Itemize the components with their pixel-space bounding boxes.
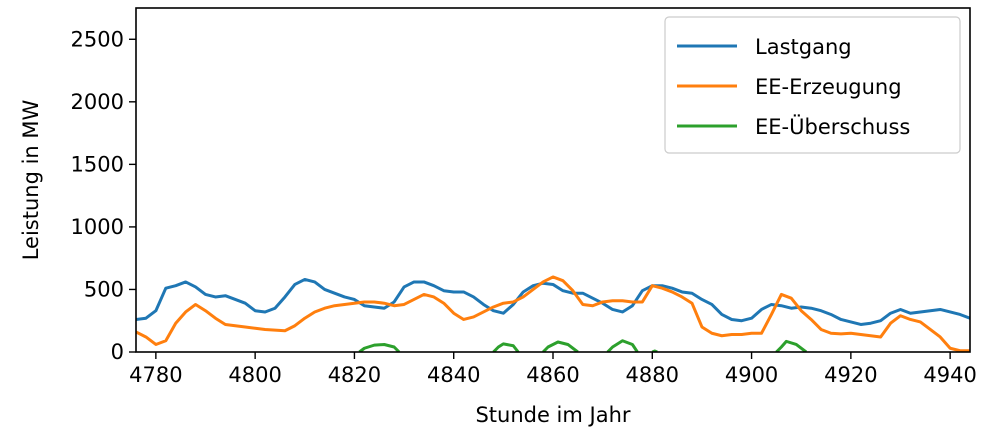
x-tick-label: 4920: [824, 363, 877, 387]
y-tick-label: 2500: [71, 27, 124, 51]
x-tick-label: 4880: [626, 363, 679, 387]
x-tick-label: 4820: [328, 363, 381, 387]
x-axis-label: Stunde im Jahr: [475, 403, 630, 427]
series-line-lastgang: [136, 277, 970, 326]
y-tick-label: 2000: [71, 90, 124, 114]
y-axis-ticks: 0 500 1000 1500 2000 2500: [71, 27, 136, 364]
x-tick-label: 4800: [228, 363, 281, 387]
y-tick-label: 0: [111, 340, 124, 364]
x-tick-label: 4900: [725, 363, 778, 387]
x-tick-label: 4840: [427, 363, 480, 387]
series-line-ee-ueberschuss: [358, 342, 401, 352]
series-line-ee-ueberschuss: [606, 339, 639, 352]
series-line-ee-ueberschuss: [542, 340, 579, 352]
series-lines: [136, 275, 970, 352]
y-tick-label: 1000: [71, 215, 124, 239]
series-line-ee-erzeugung: [136, 275, 970, 352]
series-line-ee-ueberschuss: [492, 342, 520, 352]
y-tick-label: 500: [84, 277, 124, 301]
legend-label-ee-erzeugung: EE-Erzeugung: [755, 75, 902, 99]
x-tick-label: 4860: [526, 363, 579, 387]
x-tick-label: 4940: [923, 363, 976, 387]
legend-label-lastgang: Lastgang: [755, 35, 852, 59]
legend: Lastgang EE-Erzeugung EE-Überschuss: [664, 16, 961, 154]
series-line-ee-ueberschuss: [775, 339, 808, 352]
x-axis-ticks: 4780 4800 4820 4840 4860 4880 4900 4920 4940: [129, 352, 977, 387]
y-axis-label: Leistung in MW: [19, 99, 43, 260]
y-tick-label: 1500: [71, 152, 124, 176]
x-tick-label: 4780: [129, 363, 182, 387]
legend-box: [664, 16, 961, 154]
legend-label-ee-ueberschuss: EE-Überschuss: [755, 114, 910, 139]
